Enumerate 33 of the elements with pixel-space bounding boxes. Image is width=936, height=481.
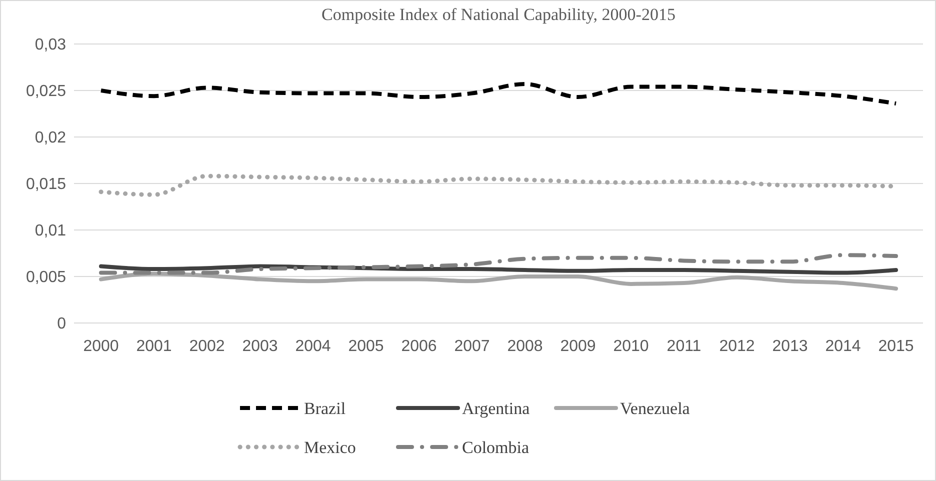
x-tick-label: 2013	[772, 338, 808, 355]
legend-label: Venezuela	[620, 399, 690, 418]
x-tick-label: 2009	[560, 338, 596, 355]
y-tick-label: 0,02	[34, 130, 66, 147]
legend-label: Brazil	[304, 399, 346, 418]
x-tick-label: 2004	[295, 338, 331, 355]
y-tick-label: 0,025	[26, 83, 66, 100]
legend-label: Colombia	[462, 438, 530, 457]
y-tick-label: 0,01	[34, 222, 66, 240]
line-series	[99, 264, 898, 275]
x-tick-label: 2001	[136, 338, 172, 355]
y-tick-label: 0,015	[26, 176, 66, 194]
legend-label: Mexico	[304, 438, 356, 457]
x-tick-label: 2003	[242, 338, 278, 355]
y-tick-label: 0,03	[34, 36, 66, 54]
x-tick-label: 2010	[613, 338, 649, 355]
x-tick-label: 2000	[83, 338, 119, 355]
x-tick-label: 2008	[507, 338, 543, 355]
x-tick-label: 2012	[719, 338, 755, 355]
line-series	[99, 82, 898, 106]
x-tick-label: 2014	[825, 338, 861, 355]
x-tick-label: 2002	[189, 338, 225, 355]
y-tick-label: 0	[57, 316, 66, 333]
line-series	[99, 253, 898, 275]
x-tick-label: 2011	[666, 338, 702, 355]
line-series	[99, 272, 898, 291]
x-tick-label: 2007	[454, 338, 490, 355]
y-tick-label: 0,005	[26, 269, 66, 286]
x-tick-label: 2005	[348, 338, 384, 355]
legend-label: Argentina	[462, 399, 530, 418]
x-tick-label: 2006	[401, 338, 437, 355]
x-tick-label: 2015	[878, 338, 914, 355]
chart-title: Composite Index of National Capability, 2000-2015	[322, 5, 676, 24]
